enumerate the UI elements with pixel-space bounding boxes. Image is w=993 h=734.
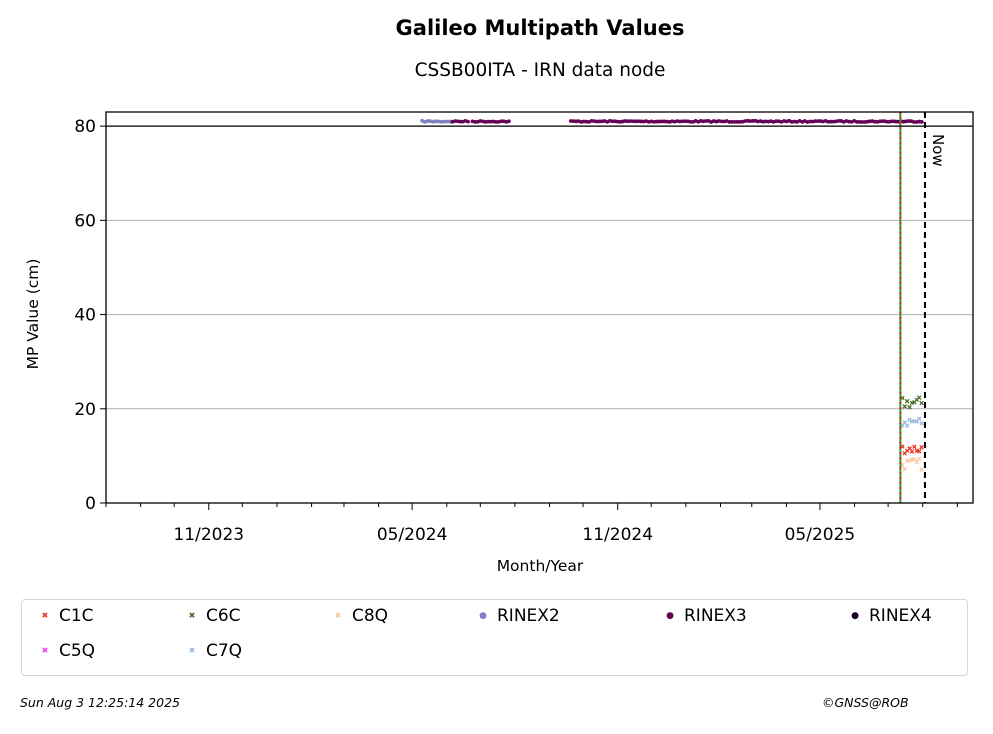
chart-title: Galileo Multipath Values bbox=[395, 16, 685, 40]
legend-item-rinex2: ● RINEX2 bbox=[475, 606, 560, 626]
legend-label: C1C bbox=[59, 606, 94, 626]
legend-label: RINEX4 bbox=[869, 606, 932, 626]
legend-item-c1c: ✖ C1C bbox=[37, 606, 94, 626]
x-tick-label: 05/2025 bbox=[785, 525, 856, 545]
dot-marker-icon: ● bbox=[666, 610, 674, 621]
data-point-c8q bbox=[907, 458, 912, 463]
y-tick-label: 40 bbox=[74, 306, 96, 326]
x-tick-label: 11/2023 bbox=[173, 525, 244, 545]
legend: ✖ C1C ✖ C6C ✖ C8Q ● RINEX2 ● RINEX3 ● RINEX4 ✖ C5Q ✖ C7… bbox=[21, 599, 968, 676]
y-tick-label: 60 bbox=[74, 211, 96, 231]
x-marker-icon: ✖ bbox=[41, 611, 49, 620]
data-point-c8q bbox=[902, 466, 908, 472]
data-point-rinex3 bbox=[466, 119, 470, 124]
dot-marker-icon: ● bbox=[851, 610, 859, 621]
x-marker-icon: ✖ bbox=[188, 611, 196, 620]
data-point-rinex3 bbox=[730, 119, 734, 124]
legend-item-c6c: ✖ C6C bbox=[184, 606, 241, 626]
x-tick-label: 11/2024 bbox=[582, 525, 653, 545]
data-point-rinex3 bbox=[919, 119, 924, 124]
data-point-rinex3 bbox=[507, 119, 511, 124]
data-point-c1c bbox=[916, 449, 922, 454]
legend-item-c7q: ✖ C7Q bbox=[184, 641, 242, 661]
data-point-rinex3 bbox=[494, 120, 498, 124]
legend-label: C7Q bbox=[206, 641, 243, 661]
footer-copyright: ©GNSS@ROB bbox=[822, 695, 909, 710]
plot-frame bbox=[105, 111, 974, 504]
data-point-rinex3 bbox=[654, 119, 659, 124]
data-point-c7q bbox=[904, 423, 910, 428]
data-point-c7q bbox=[916, 416, 922, 421]
legend-item-rinex3: ● RINEX3 bbox=[662, 606, 747, 626]
data-point-rinex2 bbox=[438, 119, 443, 124]
x-marker-icon: ✖ bbox=[334, 611, 342, 620]
legend-item-rinex4: ● RINEX4 bbox=[847, 606, 932, 626]
y-tick-label: 0 bbox=[85, 494, 96, 514]
data-point-c6c bbox=[902, 404, 908, 409]
legend-label: C8Q bbox=[352, 606, 389, 626]
chart-subtitle: CSSB00ITA - IRN data node bbox=[414, 60, 666, 81]
x-marker-icon: ✖ bbox=[188, 646, 196, 655]
x-tick-label: 05/2024 bbox=[377, 525, 448, 545]
legend-item-c8q: ✖ C8Q bbox=[330, 606, 388, 626]
legend-label: RINEX2 bbox=[497, 606, 560, 626]
legend-label: C5Q bbox=[59, 641, 96, 661]
x-marker-icon: ✖ bbox=[41, 646, 49, 655]
y-tick-label: 20 bbox=[74, 400, 96, 420]
data-point-c6c bbox=[907, 404, 912, 410]
data-point-c6c bbox=[904, 398, 910, 404]
y-tick-label: 80 bbox=[74, 117, 96, 137]
legend-label: C6C bbox=[206, 606, 241, 626]
x-axis-label: Month/Year bbox=[496, 557, 584, 575]
footer-timestamp: Sun Aug 3 12:25:14 2025 bbox=[20, 695, 180, 710]
data-point-c8q bbox=[919, 467, 924, 472]
data-point-c8q bbox=[916, 456, 922, 461]
data-point-c6c bbox=[919, 400, 924, 406]
data-point-c6c bbox=[916, 395, 922, 400]
data-point-rinex3 bbox=[732, 119, 737, 124]
data-point-c1c bbox=[909, 449, 915, 454]
data-point-c1c bbox=[912, 444, 917, 449]
data-point-c1c bbox=[919, 445, 924, 450]
dot-marker-icon: ● bbox=[479, 610, 487, 621]
data-point-c7q bbox=[919, 421, 924, 426]
now-label: Now bbox=[929, 134, 947, 167]
legend-label: RINEX3 bbox=[684, 606, 747, 626]
legend-item-c5q: ✖ C5Q bbox=[37, 641, 95, 661]
